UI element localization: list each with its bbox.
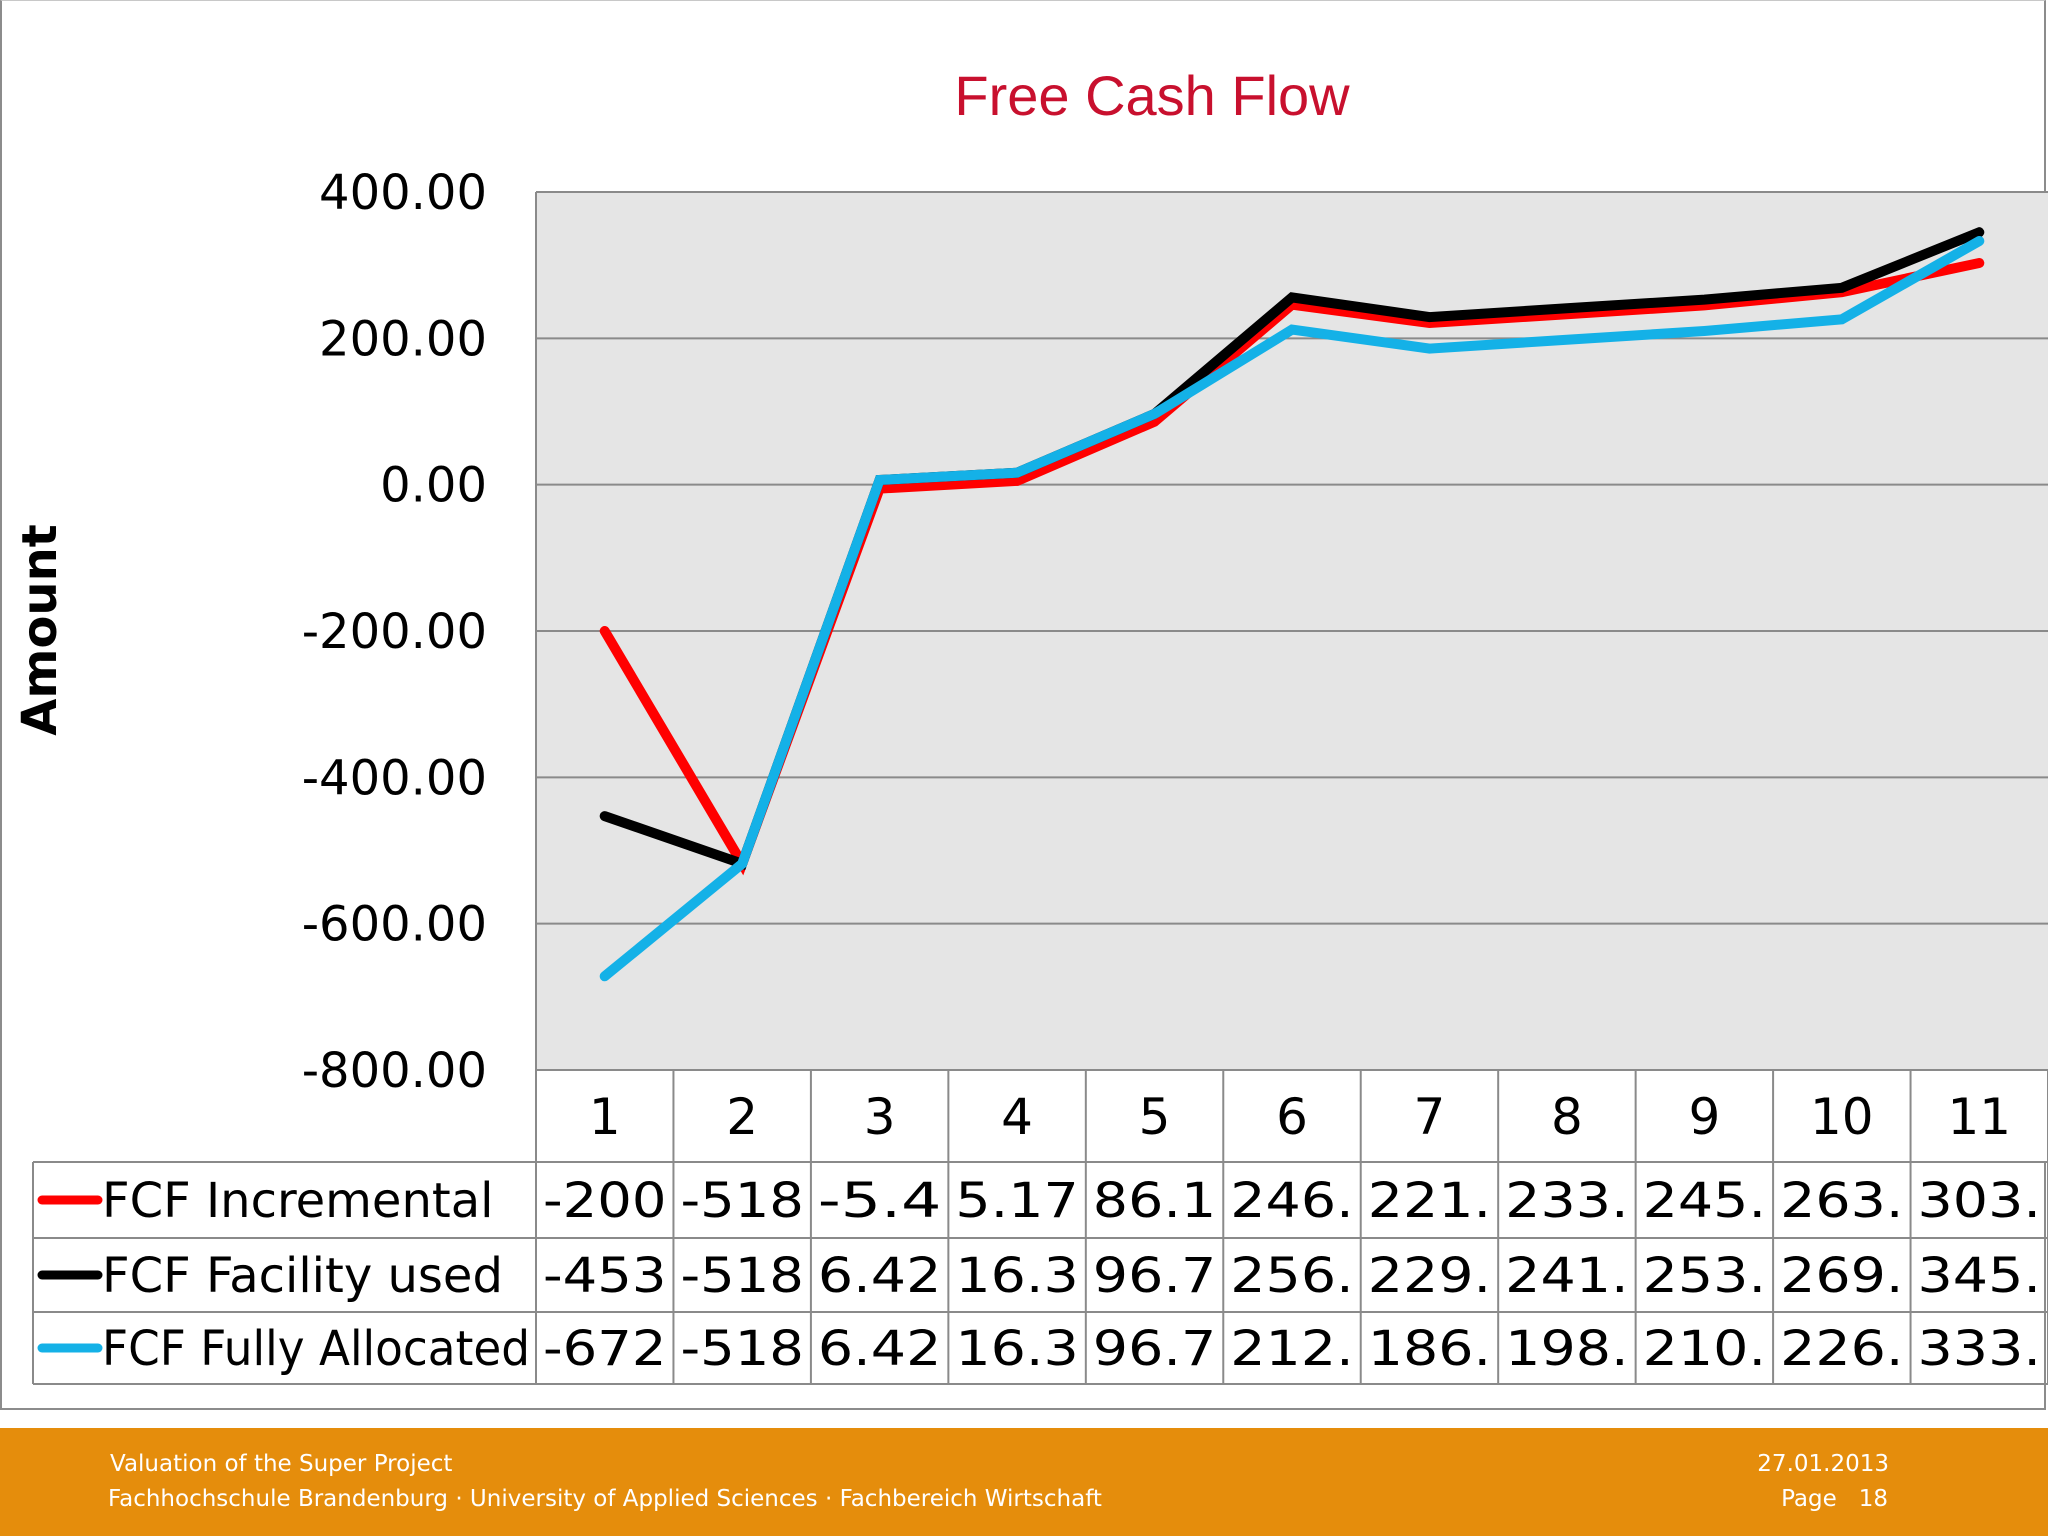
x-category-label: 11 bbox=[1947, 1088, 2011, 1146]
table-cell-value: 245. bbox=[1643, 1173, 1766, 1229]
y-tick-label: 0.00 bbox=[380, 458, 487, 514]
x-category-label: 10 bbox=[1810, 1088, 1874, 1146]
table-cell-value: 212. bbox=[1230, 1321, 1353, 1377]
table-cell-value: 96.7 bbox=[1093, 1248, 1216, 1304]
legend-label: FCF Fully Allocated bbox=[102, 1321, 530, 1377]
footer-date: 27.01.2013 bbox=[1757, 1451, 1889, 1477]
x-category-label: 9 bbox=[1688, 1088, 1720, 1146]
table-cell-value: 256. bbox=[1230, 1248, 1353, 1304]
table-cell-value: -200 bbox=[543, 1173, 666, 1229]
legend-label: FCF Incremental bbox=[102, 1173, 493, 1229]
y-tick-label: -800.00 bbox=[302, 1043, 487, 1099]
table-cell-value: 333. bbox=[1918, 1321, 2041, 1377]
footer: Valuation of the Super Project Fachhochs… bbox=[0, 1428, 2048, 1536]
table-cell-value: -518 bbox=[680, 1321, 803, 1377]
y-axis-ticks: 400.00 200.00 0.00 -200.00 -400.00 -600.00 -80… bbox=[302, 165, 487, 1099]
legend-label: FCF Facility used bbox=[102, 1248, 503, 1304]
y-axis-label: Amount bbox=[12, 524, 68, 735]
x-category-label: 6 bbox=[1276, 1088, 1308, 1146]
footer-project-title: Valuation of the Super Project bbox=[110, 1451, 453, 1477]
table-cell-value: 253. bbox=[1643, 1248, 1766, 1304]
table-cell-value: 186. bbox=[1368, 1321, 1491, 1377]
table-cell-value: -518 bbox=[680, 1248, 803, 1304]
table-cell-value: 16.3 bbox=[955, 1248, 1078, 1304]
table-cell-value: 86.1 bbox=[1093, 1173, 1216, 1229]
plot-area bbox=[535, 191, 2048, 1071]
footer-page: Page 18 bbox=[1781, 1486, 1888, 1512]
table-cell-value: 241. bbox=[1505, 1248, 1628, 1304]
table-cell-value: 303. bbox=[1918, 1173, 2041, 1229]
table-cell-value: 345. bbox=[1918, 1248, 2041, 1304]
y-tick-label: -600.00 bbox=[302, 897, 487, 953]
y-tick-label: 200.00 bbox=[319, 311, 487, 367]
table-cell-value: 6.42 bbox=[818, 1321, 941, 1377]
table-cell-value: 5.17 bbox=[955, 1173, 1078, 1229]
table-cell-value: 6.42 bbox=[818, 1248, 941, 1304]
x-category-label: 8 bbox=[1551, 1088, 1583, 1146]
x-category-label: 3 bbox=[864, 1088, 896, 1146]
table-cell-value: -518 bbox=[680, 1173, 803, 1229]
x-category-label: 2 bbox=[726, 1088, 758, 1146]
footer-page-number: 18 bbox=[1858, 1486, 1888, 1512]
table-cell-value: 198. bbox=[1505, 1321, 1628, 1377]
table-cell-value: 246. bbox=[1230, 1173, 1353, 1229]
x-category-label: 1 bbox=[589, 1088, 621, 1146]
y-tick-label: -400.00 bbox=[302, 750, 487, 806]
table-cell-value: 269. bbox=[1780, 1248, 1903, 1304]
table-cell-value: -453 bbox=[543, 1248, 666, 1304]
chart: Free Cash Flow Amount 400.00 200.00 0.00 -2… bbox=[12, 64, 2048, 1385]
y-tick-label: 400.00 bbox=[319, 165, 487, 221]
footer-page-label: Page bbox=[1781, 1486, 1837, 1512]
table-cell-value: 229. bbox=[1368, 1248, 1491, 1304]
table-header-bg bbox=[536, 1070, 2048, 1162]
table-cell-value: 221. bbox=[1368, 1173, 1491, 1229]
footer-institution: Fachhochschule Brandenburg · University … bbox=[108, 1486, 1102, 1512]
table-cell-value: 96.7 bbox=[1093, 1321, 1216, 1377]
table-cell-value: 210. bbox=[1643, 1321, 1766, 1377]
x-category-label: 4 bbox=[1001, 1088, 1033, 1146]
y-tick-label: -200.00 bbox=[302, 604, 487, 660]
table-cell-value: 16.3 bbox=[955, 1321, 1078, 1377]
table-cell-value: 226. bbox=[1780, 1321, 1903, 1377]
chart-title: Free Cash Flow bbox=[954, 64, 1350, 127]
x-category-label: 7 bbox=[1414, 1088, 1446, 1146]
table-cell-value: 263. bbox=[1780, 1173, 1903, 1229]
table-cell-value: -672 bbox=[543, 1321, 666, 1377]
table-cell-value: 233. bbox=[1505, 1173, 1628, 1229]
x-category-label: 5 bbox=[1139, 1088, 1171, 1146]
table-cell-value: -5.4 bbox=[818, 1173, 941, 1229]
series-lines bbox=[599, 227, 1985, 982]
series-line-3 bbox=[599, 236, 1985, 982]
